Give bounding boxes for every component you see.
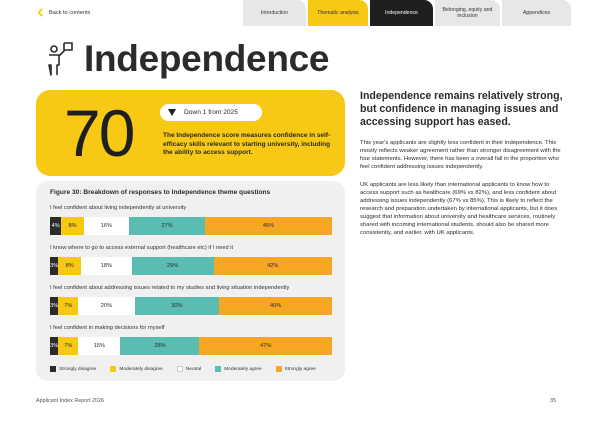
legend-swatch: [215, 366, 222, 372]
tab-introduction[interactable]: Introduction: [243, 0, 306, 26]
data-label: 40%: [269, 303, 282, 309]
page-title: Independence: [84, 38, 330, 79]
legend-item-moderately-disagree: Moderately disagree: [110, 366, 163, 372]
data-label: 16%: [100, 223, 112, 229]
stacked-bar: 3% 7% 20% 30% 40%: [50, 297, 332, 315]
bar-segment-strongly-disagree: 3%: [50, 297, 59, 315]
question-label: I feel confident about addressing issues…: [50, 285, 290, 291]
legend-label: Moderately disagree: [119, 366, 163, 372]
data-label: 7%: [64, 303, 73, 309]
score-value: 70: [64, 96, 135, 170]
footer-report-name: Applicant Index Report 2026: [36, 398, 105, 404]
legend-label: Strongly disagree: [59, 366, 97, 372]
question-label: I know where to go to access external su…: [50, 245, 234, 251]
tab-thematic-analysis[interactable]: Thematic analysis: [308, 0, 368, 26]
chevron-left-icon: [37, 8, 43, 17]
data-label: 20%: [100, 303, 112, 309]
score-description: The Independence score measures confiden…: [163, 132, 331, 157]
bar-segment-neutral: 15%: [78, 337, 121, 355]
tab-appendices[interactable]: Appendices: [502, 0, 571, 26]
legend-swatch: [176, 366, 183, 372]
bar-segment-strongly-agree: 47%: [199, 337, 332, 355]
bar-segment-moderately-agree: 30%: [134, 297, 220, 315]
legend-item-neutral: Neutral: [176, 366, 202, 372]
bar-segment-moderately-disagree: 8%: [61, 217, 84, 235]
bar-segment-neutral: 20%: [78, 297, 135, 315]
legend-item-strongly-disagree: Strongly disagree: [50, 366, 96, 372]
body-paragraph: UK applicants are less likely than inter…: [360, 182, 558, 236]
bar-segment-moderately-agree: 29%: [131, 257, 214, 275]
page-header: Independence: [44, 38, 329, 80]
data-label: 7%: [64, 343, 73, 349]
body-paragraph: This year's applicants are slightly less…: [360, 140, 561, 170]
chart-panel: Figure 30: Breakdown of responses to Ind…: [36, 181, 345, 381]
data-label: 3%: [50, 343, 59, 349]
legend-label: Neutral: [185, 366, 202, 372]
bar-segment-moderately-agree: 27%: [128, 217, 206, 235]
bar-segment-strongly-disagree: 4%: [50, 217, 62, 235]
bar-segment-strongly-agree: 42%: [213, 257, 332, 275]
question-label: I feel confident about living independen…: [50, 205, 187, 211]
commentary-column: Independence remains relatively strong, …: [360, 90, 565, 237]
question-label: I feel confident in making decisions for…: [50, 325, 165, 331]
legend-label: Strongly agree: [284, 366, 316, 372]
data-label: 15%: [93, 343, 105, 349]
data-label: 8%: [68, 223, 77, 229]
score-panel: 70 Down 1 from 2025 The Independence sco…: [36, 90, 345, 176]
bar-segment-moderately-disagree: 7%: [58, 337, 79, 355]
chart-legend: Strongly disagree Moderately disagree Neut…: [50, 366, 316, 372]
down-arrow-icon: [168, 109, 176, 116]
bar-segment-strongly-agree: 45%: [205, 217, 332, 235]
legend-swatch: [110, 366, 117, 372]
tab-independence[interactable]: Independence: [370, 0, 433, 26]
back-to-contents-link[interactable]: Back to contents: [36, 8, 90, 17]
data-label: 8%: [65, 263, 74, 269]
score-change-badge: Down 1 from 2025: [160, 104, 262, 121]
data-label: 3%: [50, 303, 59, 309]
data-label: 18%: [100, 263, 112, 269]
bar-segment-strongly-disagree: 3%: [50, 337, 59, 355]
bar-segment-moderately-disagree: 8%: [58, 257, 81, 275]
data-label: 27%: [161, 223, 173, 229]
tab-belonging-equity-inclusion[interactable]: Belonging, equity and inclusion: [435, 0, 500, 26]
bar-segment-strongly-disagree: 3%: [50, 257, 59, 275]
legend-item-strongly-agree: Strongly agree: [275, 366, 316, 372]
back-link-label: Back to contents: [49, 9, 91, 16]
score-change-label: Down 1 from 2025: [184, 109, 238, 116]
bar-segment-neutral: 18%: [81, 257, 132, 275]
data-label: 3%: [50, 263, 59, 269]
data-label: 47%: [260, 343, 272, 349]
page-number: 35: [550, 398, 556, 404]
stacked-bar: 4% 8% 16% 27% 45%: [50, 217, 332, 235]
data-label: 28%: [154, 343, 166, 349]
legend-swatch: [275, 366, 282, 372]
legend-swatch: [50, 366, 56, 372]
bar-segment-strongly-agree: 40%: [219, 297, 332, 315]
data-label: 45%: [262, 223, 275, 229]
data-label: 4%: [51, 223, 60, 229]
legend-item-moderately-agree: Moderately agree: [215, 366, 262, 372]
data-label: 29%: [167, 263, 179, 269]
stacked-bar: 3% 7% 15% 28% 47%: [50, 337, 332, 355]
top-navigation: Back to contents Introduction Thematic a…: [0, 0, 600, 26]
data-label: 42%: [267, 263, 279, 269]
chart-title: Figure 30: Breakdown of responses to Ind…: [50, 189, 271, 196]
person-with-flag-icon: [48, 42, 73, 76]
legend-label: Moderately agree: [224, 366, 262, 372]
bar-segment-neutral: 16%: [83, 217, 129, 235]
bar-segment-moderately-disagree: 7%: [58, 297, 79, 315]
section-tabs: Introduction Thematic analysis Independe…: [243, 0, 573, 26]
section-headline: Independence remains relatively strong, …: [360, 90, 563, 128]
data-label: 30%: [171, 303, 183, 309]
bar-segment-moderately-agree: 28%: [120, 337, 200, 355]
stacked-bar: 3% 8% 18% 29% 42%: [50, 257, 332, 275]
